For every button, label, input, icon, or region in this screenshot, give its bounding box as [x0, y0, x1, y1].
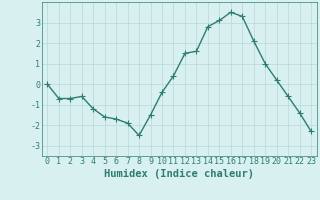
X-axis label: Humidex (Indice chaleur): Humidex (Indice chaleur) [104, 169, 254, 179]
